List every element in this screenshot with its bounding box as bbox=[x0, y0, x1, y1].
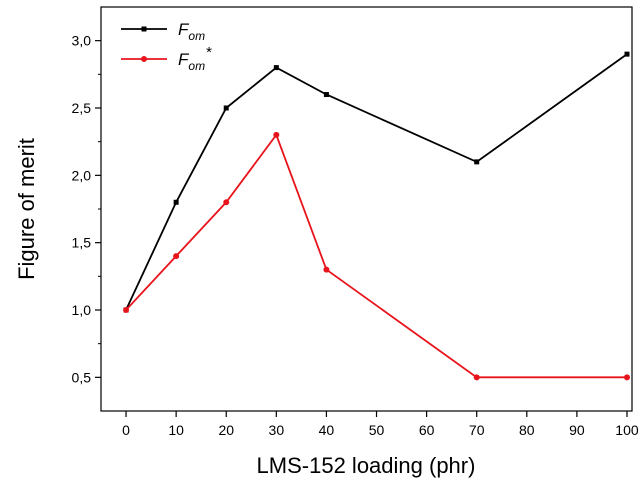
legend-marker bbox=[141, 56, 147, 62]
x-tick-label: 80 bbox=[519, 422, 535, 438]
legend-item: Fom bbox=[121, 20, 205, 43]
x-tick-label: 100 bbox=[615, 422, 639, 438]
data-point bbox=[323, 266, 330, 273]
y-axis: 0,5 1,0 1,5 2,0 2,5 3,0 bbox=[72, 33, 101, 385]
x-tick-label: 30 bbox=[269, 422, 285, 438]
series-line bbox=[125, 53, 628, 311]
data-point bbox=[623, 374, 630, 381]
legend-subscript: om bbox=[188, 29, 205, 43]
x-axis-title: LMS-152 loading (phr) bbox=[257, 453, 476, 478]
x-axis: 0 10 20 30 40 50 60 70 80 90 100 bbox=[122, 411, 639, 438]
data-point bbox=[273, 65, 279, 71]
legend-marker bbox=[141, 26, 147, 32]
x-tick-label: 20 bbox=[218, 422, 234, 438]
legend-item: Fom* bbox=[121, 44, 212, 73]
x-tick-label: 40 bbox=[319, 422, 335, 438]
series-line bbox=[125, 133, 627, 379]
y-axis-title: Figure of merit bbox=[14, 138, 39, 280]
legend-subscript: om bbox=[188, 59, 205, 73]
data-point bbox=[624, 51, 630, 57]
y-tick-label: 2,5 bbox=[72, 100, 92, 116]
x-tick-label: 60 bbox=[419, 422, 435, 438]
data-point bbox=[173, 199, 179, 205]
y-tick-label: 1,5 bbox=[72, 235, 92, 251]
x-tick-label: 50 bbox=[369, 422, 385, 438]
x-tick-label: 70 bbox=[469, 422, 485, 438]
data-point bbox=[123, 307, 130, 313]
data-point bbox=[474, 159, 480, 165]
y-tick-label: 1,0 bbox=[72, 302, 92, 318]
legend-suffix: * bbox=[206, 44, 212, 61]
x-tick-label: 90 bbox=[569, 422, 585, 438]
series-2 bbox=[123, 131, 630, 381]
series-1 bbox=[123, 51, 630, 313]
y-tick-label: 0,5 bbox=[72, 369, 92, 385]
data-point bbox=[223, 199, 230, 206]
legend-label: Fom* bbox=[178, 44, 212, 73]
series-layer bbox=[123, 51, 630, 381]
data-point bbox=[173, 253, 180, 260]
data-point bbox=[473, 374, 480, 381]
legend-name: F bbox=[178, 20, 190, 39]
data-point bbox=[223, 105, 229, 111]
x-tick-label: 10 bbox=[168, 422, 184, 438]
data-point bbox=[323, 92, 329, 98]
legend-name: F bbox=[178, 50, 190, 69]
data-point bbox=[273, 131, 280, 138]
y-tick-label: 3,0 bbox=[72, 33, 92, 49]
y-tick-label: 2,0 bbox=[72, 167, 92, 183]
x-tick-label: 0 bbox=[122, 422, 130, 438]
legend-label: Fom bbox=[178, 20, 205, 43]
